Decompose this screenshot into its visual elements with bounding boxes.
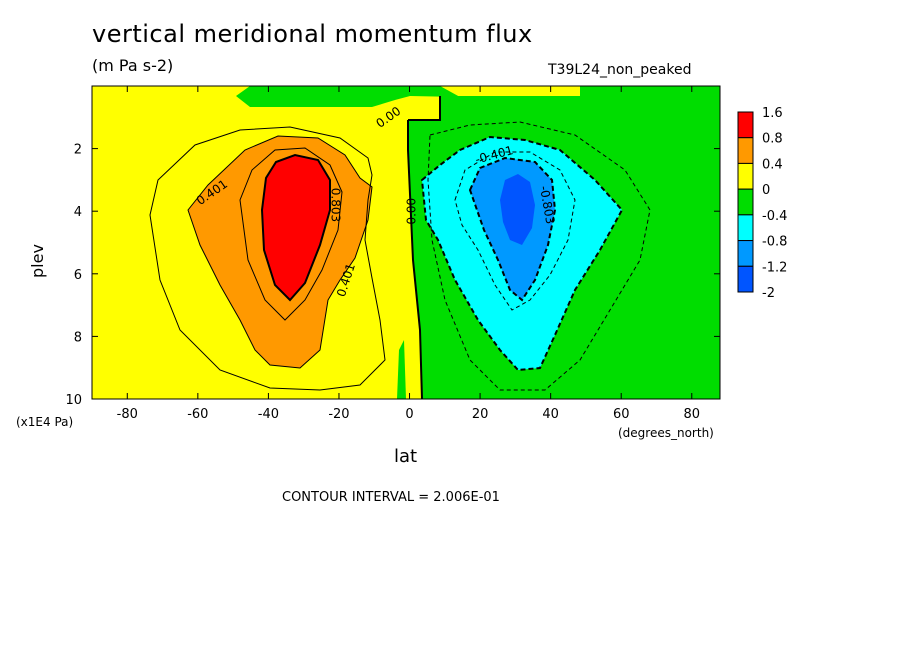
x-tick-label-4: 0 (405, 407, 413, 422)
contour-line-pos-outer (149, 126, 386, 391)
contour-line-neg-outer (427, 121, 651, 391)
x-axis-units: (degrees_north) (618, 426, 714, 440)
colorbar-label-4: -0.4 (762, 209, 787, 224)
x-tick-label-1: -60 (187, 407, 208, 422)
colorbar-swatch-3 (737, 188, 754, 216)
y-tick-label-4: 10 (65, 393, 82, 408)
colorbar-label-6: -1.2 (762, 260, 787, 275)
chart-units: (m Pa s-2) (92, 56, 174, 75)
colorbar-swatch-0 (737, 111, 754, 139)
colorbar-swatch-2 (737, 162, 754, 190)
contour-label-text-4: 0.00 (404, 198, 418, 225)
y-tick-label-2: 6 (74, 268, 82, 283)
x-tick-label-0: -80 (117, 407, 138, 422)
x-tick-label-2: -40 (258, 407, 279, 422)
y-tick-label-3: 8 (74, 330, 82, 345)
x-tick-label-7: 60 (613, 407, 630, 422)
contour-label-1: 0.803 (328, 188, 342, 222)
y-tick-label-1: 4 (74, 205, 82, 220)
y-axis-units: (x1E4 Pa) (16, 415, 74, 429)
contour-label-4: 0.00 (404, 198, 418, 225)
contour-label-text-1: 0.803 (328, 188, 342, 222)
colorbar-label-1: 0.8 (762, 132, 783, 147)
fill-green-top (236, 86, 460, 107)
contour-line-pos-mid (187, 135, 373, 369)
colorbar-swatch-5 (737, 240, 754, 267)
colorbar-label-3: 0 (762, 183, 770, 198)
colorbar-label-0: 1.6 (762, 106, 783, 121)
x-tick-label-6: 40 (542, 407, 559, 422)
contour-interval: CONTOUR INTERVAL = 2.006E-01 (282, 490, 500, 505)
colorbar-swatch-4 (737, 214, 754, 242)
contour-label-6: -0.803 (537, 185, 558, 226)
contour-label-text-6: -0.803 (537, 185, 558, 226)
x-tick-label-5: 20 (472, 407, 489, 422)
contour-line-neg-cyan (420, 135, 624, 372)
plot-frame (91, 85, 721, 400)
run-label: T39L24_non_peaked (548, 62, 692, 78)
x-axis-label: lat (394, 446, 418, 467)
colorbar-label-7: -2 (762, 286, 775, 301)
contour-line-pos-red (260, 153, 331, 302)
fill-red (262, 155, 330, 300)
colorbar: 1.6 0.8 0.4 0 -0.4 -0.8 -1.2 -2 (737, 106, 787, 301)
chart-title: vertical meridional momentum flux (92, 20, 533, 48)
fill-green-bottom (397, 340, 406, 399)
axis-ticks: -80 -60 -40 -20 0 20 40 60 80 2 4 6 8 10 (65, 86, 720, 422)
contour-line-pos-inner (239, 147, 343, 321)
x-tick-label-3: -20 (328, 407, 349, 422)
y-tick-label-0: 2 (74, 143, 82, 158)
contour-fills (92, 86, 720, 399)
colorbar-swatch-1 (737, 137, 754, 164)
fill-deepblue (500, 174, 535, 245)
contour-line-neg-mid (454, 151, 576, 311)
colorbar-label-5: -0.8 (762, 235, 787, 250)
contour-line-zero (407, 96, 441, 399)
x-tick-label-8: 80 (684, 407, 701, 422)
colorbar-swatch-6 (737, 265, 754, 293)
colorbar-label-2: 0.4 (762, 157, 783, 172)
contour-line-neg-blue (468, 156, 557, 302)
